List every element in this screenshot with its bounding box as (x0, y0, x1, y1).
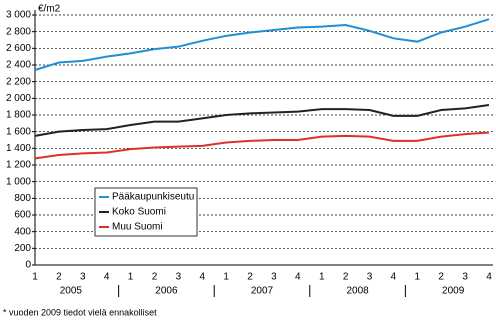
x-group-label: 2006 (155, 286, 178, 297)
x-tick-label: 2 (343, 272, 349, 283)
y-tick-label: 1 800 (6, 110, 31, 121)
legend-box (94, 187, 198, 237)
y-tick-label: 3 000 (6, 10, 31, 21)
y-tick-label: 2 200 (6, 76, 31, 87)
y-tick-label: 400 (14, 226, 31, 237)
x-tick-label: 1 (32, 272, 38, 283)
legend-label: Pääkaupunkiseutu (112, 192, 194, 203)
y-tick-label: 1 600 (6, 126, 31, 137)
series-line (34, 18, 490, 71)
x-tick-label: 1 (223, 272, 229, 283)
x-tick-label: 3 (462, 272, 468, 283)
series-line (34, 104, 490, 137)
x-tick-label: 2 (438, 272, 444, 283)
y-tick-label: 200 (14, 243, 31, 254)
x-tick-label: 2 (56, 272, 62, 283)
x-tick-label: 3 (80, 272, 86, 283)
y-tick-label: 2 400 (6, 60, 31, 71)
y-tick-label: 600 (14, 210, 31, 221)
x-tick-label: 2 (247, 272, 253, 283)
x-group-label: 2008 (346, 286, 369, 297)
x-tick-label: 3 (271, 272, 277, 283)
unit-label: €/m2 (38, 4, 61, 15)
x-tick-label: 4 (486, 272, 492, 283)
y-tick-label: 1 000 (6, 176, 31, 187)
y-tick-label: 2 600 (6, 43, 31, 54)
x-group-label: 2007 (251, 286, 274, 297)
x-tick-label: 4 (104, 272, 110, 283)
y-tick-label: 1 400 (6, 143, 31, 154)
x-tick-label: 3 (176, 272, 182, 283)
footnote: * vuoden 2009 tiedot vielä ennakolliset (3, 307, 157, 317)
x-tick-label: 2 (152, 272, 158, 283)
x-tick-label: 4 (295, 272, 301, 283)
x-tick-label: 1 (319, 272, 325, 283)
x-group-label: 2009 (442, 286, 465, 297)
x-tick-label: 3 (367, 272, 373, 283)
y-tick-label: 0 (25, 260, 31, 271)
x-tick-label: 4 (391, 272, 397, 283)
legend-label: Koko Suomi (112, 207, 166, 218)
legend-label: Muu Suomi (112, 222, 163, 233)
y-tick-label: 2 000 (6, 93, 31, 104)
y-tick-label: 800 (14, 193, 31, 204)
series-line (34, 131, 490, 160)
x-group-label: 2005 (60, 286, 83, 297)
y-tick-label: 2 800 (6, 26, 31, 37)
x-tick-label: 4 (199, 272, 205, 283)
x-tick-label: 1 (415, 272, 421, 283)
x-tick-label: 1 (128, 272, 134, 283)
y-tick-label: 1 200 (6, 160, 31, 171)
